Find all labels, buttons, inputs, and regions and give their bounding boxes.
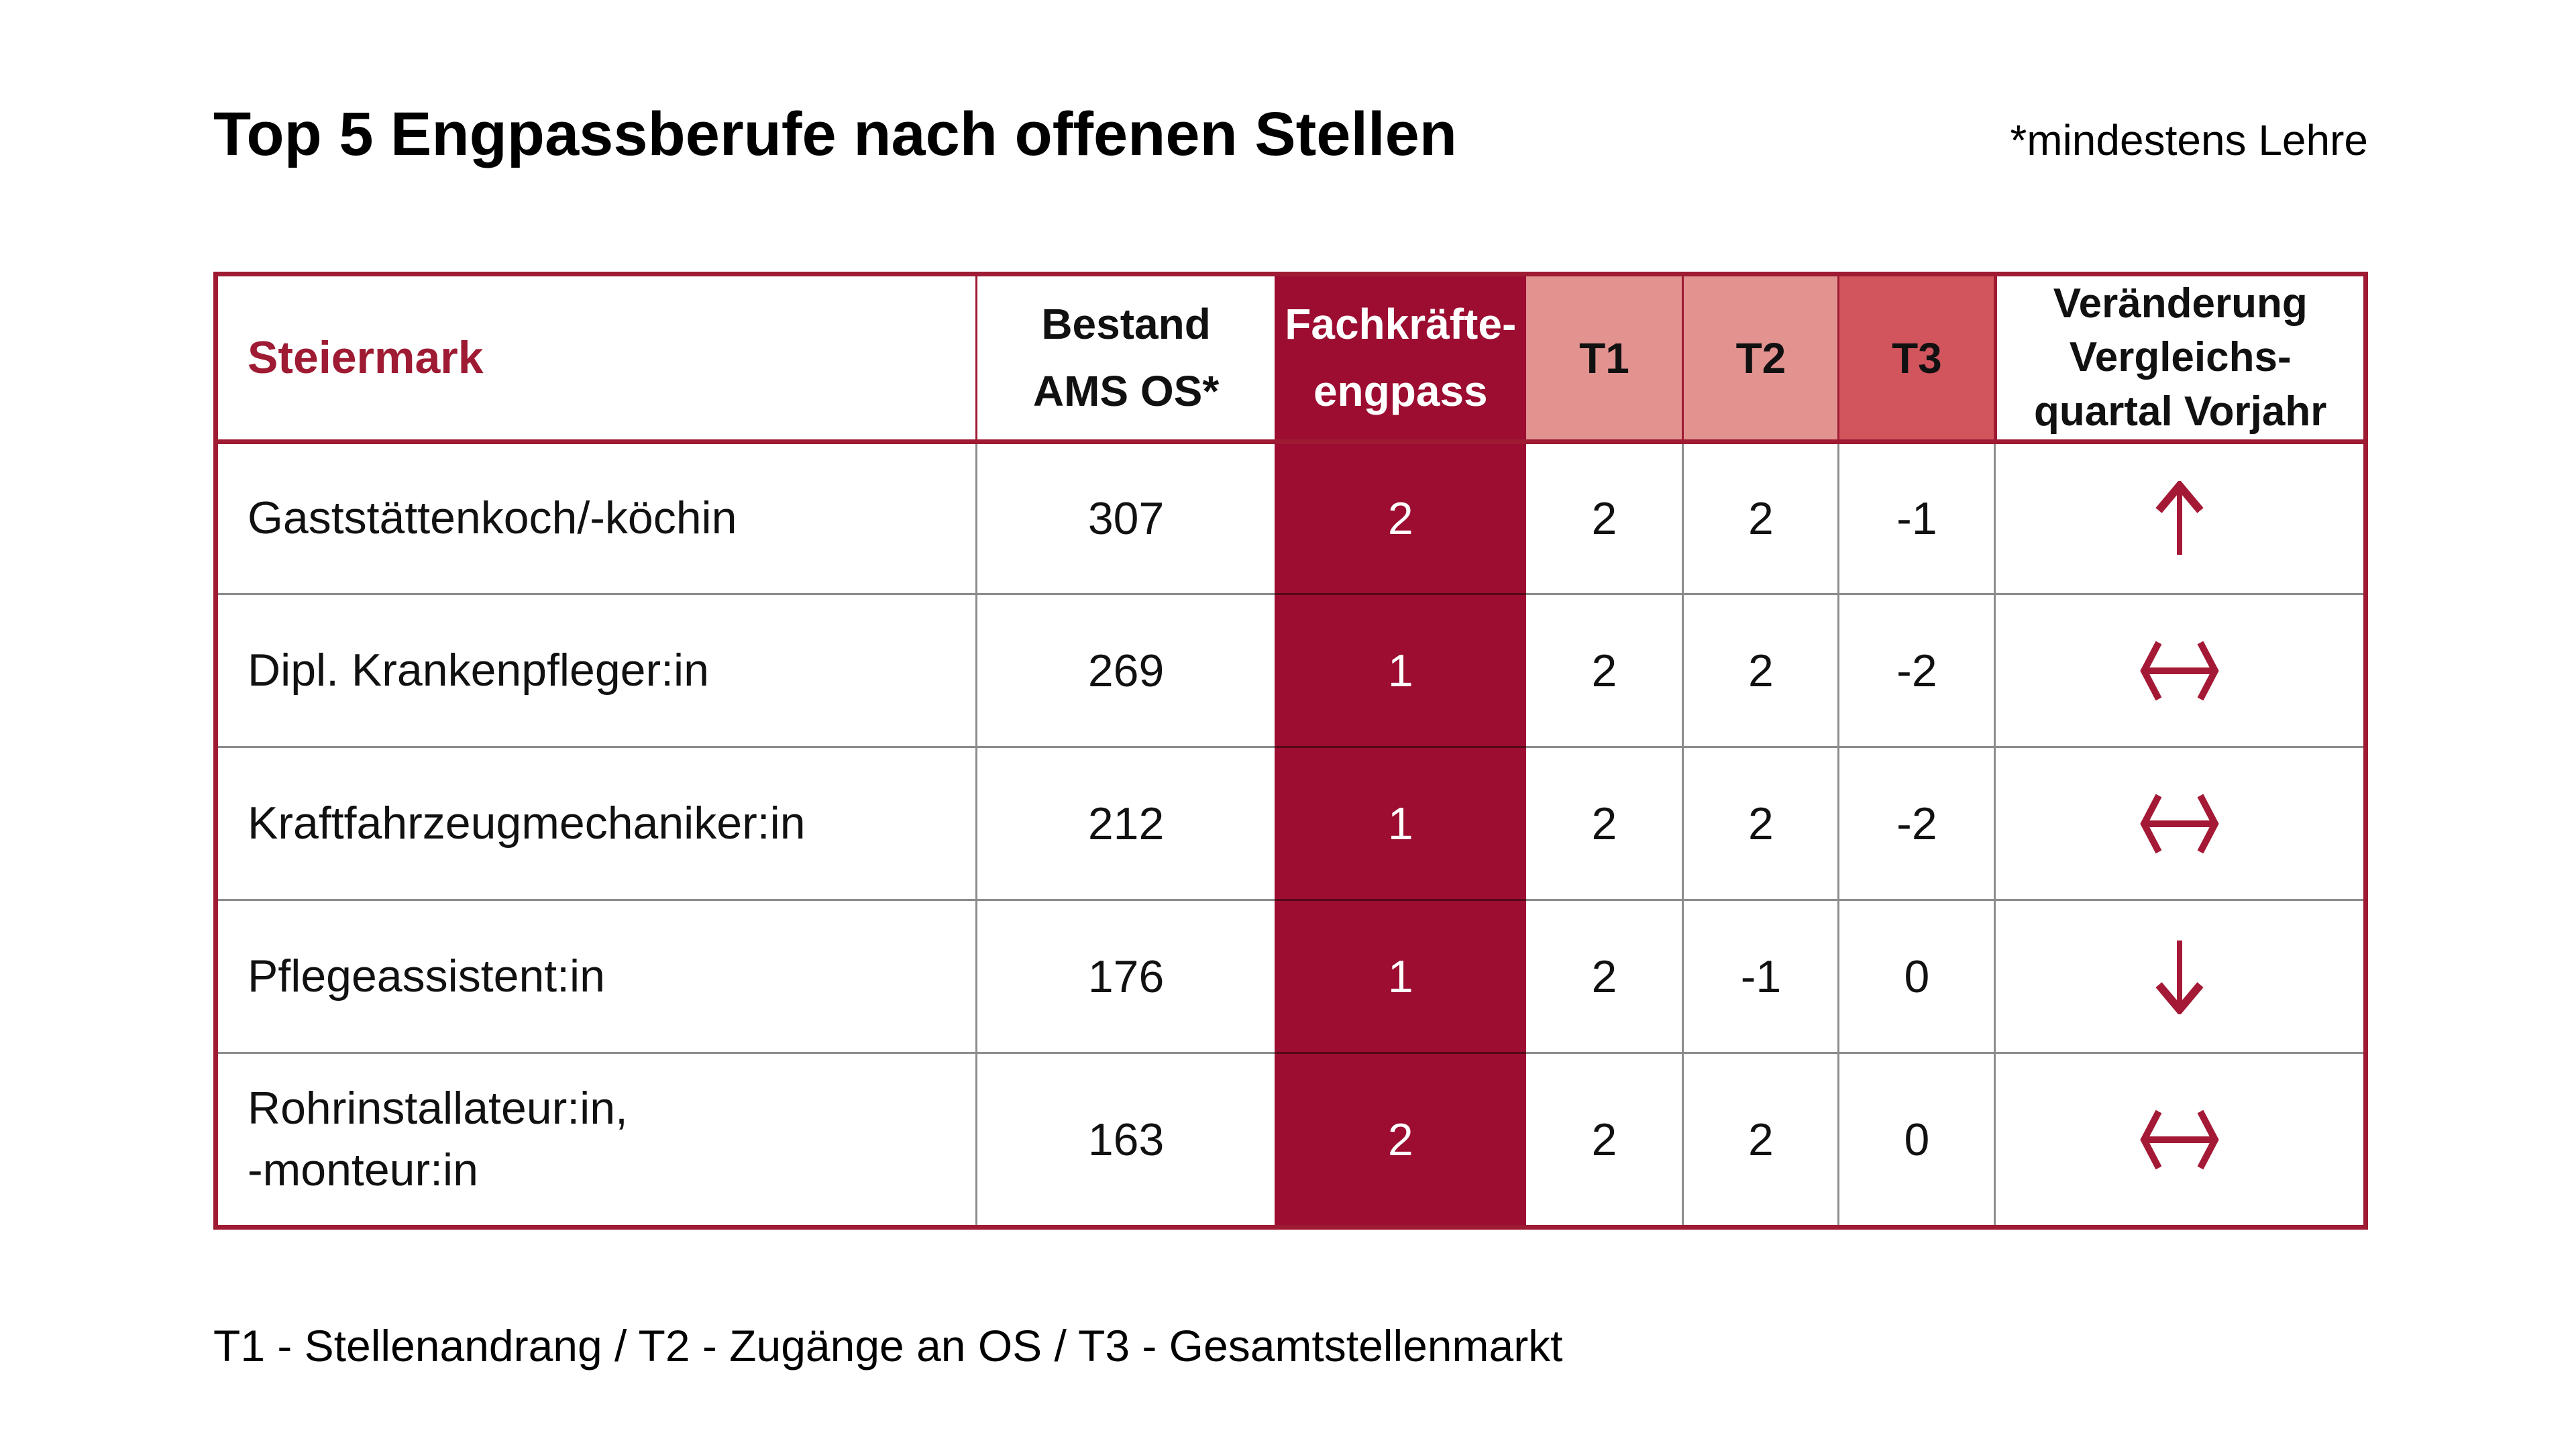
occupation-cell: Kraftfahrzeugmechaniker:in [218,746,976,899]
t2-column-header: T2 [1682,276,1838,444]
t3-cell: -1 [1837,444,1994,593]
occupation-cell: Pflegeassistent:in [218,899,976,1052]
down-arrow-icon [2155,939,2204,1014]
trend-cell [1994,593,2363,746]
shortage-header-line1: Fachkräfte- [1285,300,1517,349]
shortage-cell: 1 [1275,899,1527,1052]
left-right-arrow-icon [2136,792,2223,856]
change-column-header: Veränderung Vergleichs- quartal Vorjahr [1994,276,2363,444]
shortage-cell: 1 [1275,593,1527,746]
t3-cell: 0 [1837,1052,1994,1225]
title-row: Top 5 Engpassberufe nach offenen Stellen… [213,99,2368,170]
t2-cell: 2 [1682,1052,1838,1225]
t3-cell: -2 [1837,746,1994,899]
shortage-cell: 2 [1275,1052,1527,1225]
change-header-line2: Vergleichs- [2069,334,2292,381]
t2-cell: 2 [1682,444,1837,593]
stock-cell: 269 [975,593,1275,746]
trend-cell [1994,899,2363,1052]
t2-cell: 2 [1682,746,1838,899]
shortage-occupations-table: Steiermark Bestand AMS OS* Fachkräfte- e… [213,272,2368,1230]
t3-column-header: T3 [1837,276,1994,444]
shortage-header-line2: engpass [1313,366,1488,415]
t3-cell: -2 [1837,593,1994,746]
stock-cell: 163 [975,1052,1275,1225]
stock-header-line1: Bestand [1041,300,1211,349]
t2-cell: 2 [1682,593,1838,746]
occupation-cell: Rohrinstallateur:in, -monteur:in [218,1052,976,1225]
t1-cell: 2 [1526,593,1682,746]
occupation-cell: Gaststättenkoch/-köchin [248,492,737,544]
t1-cell: 2 [1526,746,1682,899]
region-header: Steiermark [218,276,976,444]
legend-footnote: T1 - Stellenandrang / T2 - Zugänge an OS… [213,1321,1563,1371]
trend-cell [1994,746,2363,899]
t2-cell: -1 [1682,899,1838,1052]
stock-cell: 212 [975,746,1275,899]
shortage-column-header: Fachkräfte- engpass [1275,276,1527,444]
t1-cell: 2 [1526,1052,1682,1225]
t1-column-header: T1 [1526,276,1682,444]
trend-cell [1994,1052,2363,1225]
t3-cell: 0 [1837,899,1994,1052]
change-header-line1: Veränderung [2053,280,2308,327]
shortage-cell: 1 [1275,746,1527,899]
stock-header-line2: AMS OS* [1032,366,1220,415]
left-right-arrow-icon [2136,639,2223,703]
footnote-annotation: *mindestens Lehre [2010,116,2368,164]
occupation-cell: Dipl. Krankenpfleger:in [218,593,976,746]
left-right-arrow-icon [2136,1108,2223,1172]
page-title: Top 5 Engpassberufe nach offenen Stellen [213,100,1457,168]
stock-column-header: Bestand AMS OS* [975,276,1275,444]
up-arrow-icon [2155,481,2204,556]
t1-cell: 2 [1526,899,1682,1052]
stock-cell: 307 [975,444,1275,593]
change-header-line3: quartal Vorjahr [2034,388,2327,435]
trend-cell [1994,444,2363,593]
shortage-cell: 2 [1275,444,1527,593]
t1-cell: 2 [1591,493,1617,544]
stock-cell: 176 [975,899,1275,1052]
